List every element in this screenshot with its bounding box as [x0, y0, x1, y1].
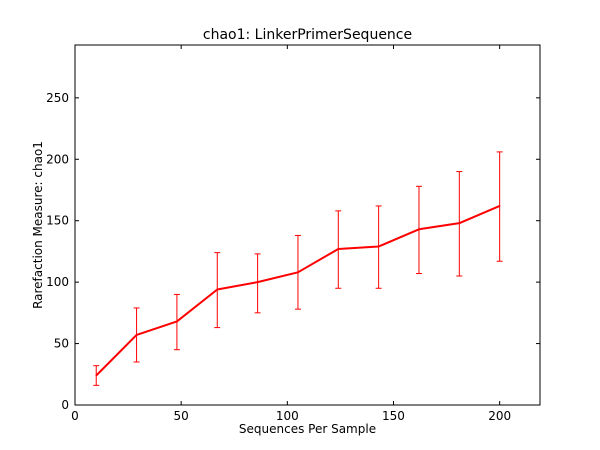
y-tick-label: 50: [54, 337, 69, 351]
y-tick-label: 0: [61, 398, 69, 412]
x-tick-label: 0: [71, 409, 79, 423]
data-point: [498, 205, 501, 207]
y-tick-label: 200: [46, 152, 69, 166]
data-point: [337, 248, 340, 250]
y-axis-label: Rarefaction Measure: chao1: [31, 141, 45, 309]
data-point: [95, 374, 98, 377]
plot-frame: [74, 44, 541, 406]
data-point: [418, 228, 420, 231]
y-tick-label: 250: [46, 91, 69, 105]
data-point: [458, 222, 461, 224]
x-tick-label: 50: [174, 409, 189, 423]
x-tick-label: 150: [382, 409, 405, 423]
y-tick-label: 150: [46, 214, 69, 228]
data-point: [256, 281, 259, 283]
data-point: [176, 320, 178, 323]
chart-title: chao1: LinkerPrimerSequence: [203, 27, 412, 43]
x-axis-label: Sequences Per Sample: [239, 422, 376, 436]
data-point: [297, 271, 299, 274]
plot-area: 0 50 100 150 200 0 50 100 150 200 250: [46, 44, 541, 423]
x-tick-label: 100: [276, 409, 299, 423]
data-point: [377, 245, 380, 248]
data-point: [216, 288, 219, 291]
data-point: [135, 334, 138, 336]
y-tick-label: 100: [46, 275, 69, 289]
x-tick-label: 200: [488, 409, 511, 423]
